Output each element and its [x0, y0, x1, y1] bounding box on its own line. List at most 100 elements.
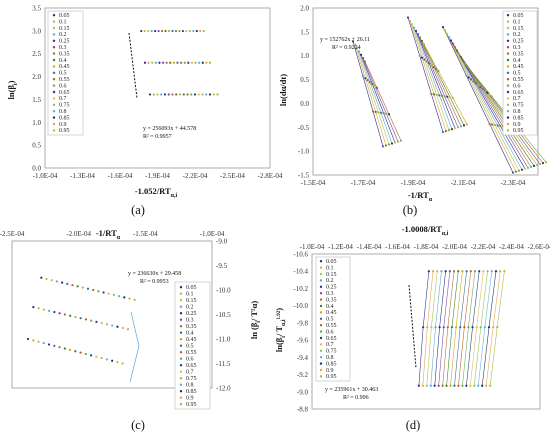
panel-a-xlabel: -1.052/RTα,i: [135, 186, 178, 199]
panel-a-legend-marker: [52, 84, 56, 87]
panel-b-point: [461, 59, 465, 62]
panel-c-legend-marker: [179, 299, 183, 302]
panel-a-legend-marker: [52, 14, 56, 17]
panel-c-xtick: -2.0E-04: [66, 230, 91, 238]
panel-d-point: [479, 326, 482, 329]
panel-b-legend-marker: [506, 14, 510, 17]
panel-d-point: [482, 270, 485, 273]
panel-b-point: [418, 54, 421, 57]
panel-d-point: [469, 384, 472, 387]
panel-a-point: [174, 29, 178, 33]
panel-a-point: [172, 61, 175, 64]
panel-b-point: [514, 170, 518, 173]
panel-a-point: [192, 29, 195, 33]
panel-d-legend-marker: [319, 317, 323, 320]
panel-d-legend-marker: [319, 368, 323, 372]
panel-d-point: [453, 384, 456, 387]
panel-a-point: [163, 93, 167, 96]
panel-d-legend-label: 0.4: [326, 304, 334, 310]
panel-d-series-line: [477, 271, 493, 386]
panel-c-point: [26, 337, 30, 341]
panel-a-point: [143, 29, 146, 33]
panel-b-point: [444, 130, 448, 133]
panel-a-legend-label: 0.2: [59, 32, 67, 38]
panel-d-legend-label: 0.3: [326, 291, 334, 297]
panel-a-legend-marker: [52, 129, 56, 132]
panel-a-point: [190, 61, 194, 64]
panel-b-legend-label: 0.05: [513, 13, 524, 19]
panel-b-point: [351, 40, 355, 43]
panel-b-point: [488, 93, 491, 96]
panel-b-point: [462, 124, 466, 127]
panel-b-point: [359, 53, 363, 56]
panel-d-legend-marker: [319, 304, 323, 308]
panel-c-point: [66, 282, 69, 285]
panel-b-legend-label: 0.95: [513, 128, 524, 134]
panel-c-point: [90, 319, 93, 322]
panel-b-ytick: 1.0: [300, 52, 309, 60]
panel-c-point: [100, 321, 103, 325]
panel-c-legend-label: 0.05: [186, 285, 197, 291]
panel-b-point: [449, 39, 453, 42]
panel-a-point: [190, 93, 193, 96]
panel-c-point: [60, 281, 64, 284]
panel-a-point: [197, 93, 200, 96]
panel-a-point: [182, 93, 185, 96]
panel-b-point: [445, 32, 449, 35]
panel-c-equation: y = 236630x + 29.458: [128, 271, 181, 277]
panel-c-point: [68, 348, 72, 351]
panel-b-legend-marker: [506, 103, 510, 107]
panel-c-label: (c): [131, 418, 145, 432]
panel-d-point: [449, 384, 452, 387]
panel-d-point: [489, 384, 492, 387]
panel-b-legend-label: 0.1: [513, 19, 521, 25]
panel-a-legend-label: 0.45: [59, 64, 70, 70]
panel-b-point: [529, 165, 533, 168]
panel-c-point: [121, 362, 124, 365]
panel-d-legend-label: 0.35: [326, 297, 337, 303]
panel-b-series-line: [413, 27, 453, 130]
panel-a-legend-marker: [52, 71, 56, 75]
panel-b-point: [381, 145, 385, 148]
panel-d-legend-label: 0.15: [326, 272, 337, 278]
panel-d-fit-line: [408, 284, 417, 369]
panel-b-point: [425, 60, 428, 63]
panel-a-legend-items: 0.050.10.150.20.250.30.350.40.450.50.550…: [52, 13, 70, 134]
panel-c-point: [95, 320, 98, 323]
panel-a-ytick: 2.5: [32, 50, 41, 58]
panel-d-point: [475, 326, 478, 329]
panel-c-point: [63, 313, 66, 316]
panel-d-point: [483, 326, 486, 329]
panel-c-legend-marker: [179, 383, 183, 386]
panel-d-legend-marker: [319, 343, 323, 346]
panel-c-point: [102, 291, 105, 294]
panel-b-point: [385, 112, 388, 115]
panel-c-legend-marker: [179, 403, 183, 406]
panel-d-point: [461, 384, 464, 387]
panel-a-point: [183, 61, 186, 64]
panel-b-point: [451, 96, 454, 99]
panel-b-legend-label: 0.4: [513, 58, 521, 64]
panel-b-ytick: 2.0: [300, 5, 309, 13]
panel-d-legend-marker: [319, 279, 323, 282]
panel-c-ytick: -11.0: [216, 336, 231, 344]
panel-d-legend-marker: [319, 292, 323, 295]
panel-b-point: [384, 144, 388, 147]
panel-a-point: [169, 61, 172, 64]
panel-c-legend-label: 0.75: [186, 376, 197, 382]
panel-b-legend-label: 0.5: [513, 71, 521, 77]
panel-d-legend-items: 0.050.10.150.20.250.30.350.40.450.50.550…: [319, 259, 337, 380]
panel-b-legend-label: 0.3: [513, 45, 521, 51]
panel-a-point: [151, 61, 154, 64]
panel-a-point: [195, 29, 198, 33]
panel-d-point: [448, 270, 451, 273]
panel-b-label: (b): [403, 203, 418, 217]
panel-b-point: [448, 96, 452, 99]
panel-c-point: [32, 339, 35, 342]
panel-a-r2: R² = 0.9957: [143, 134, 172, 140]
panel-d-point: [437, 384, 440, 387]
panel-b-point: [423, 58, 426, 61]
panel-b-legend-marker: [506, 65, 510, 68]
panel-c-legend-items: 0.050.10.150.20.250.30.350.40.450.50.550…: [179, 285, 197, 408]
panel-b-point: [371, 110, 375, 113]
